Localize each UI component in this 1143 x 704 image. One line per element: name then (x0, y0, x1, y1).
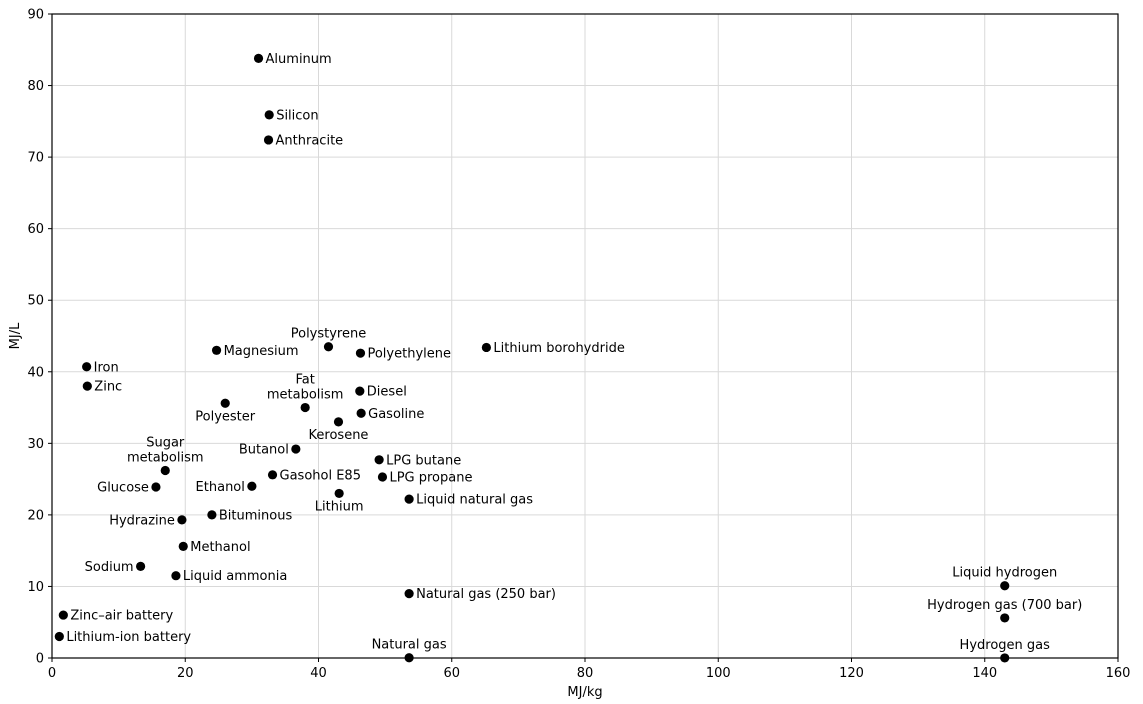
point-label: Lithium (315, 499, 364, 514)
data-point (211, 345, 222, 355)
data-point (291, 444, 301, 454)
data-point (404, 494, 414, 504)
data-point (334, 488, 344, 499)
point-label: Hydrazine (109, 513, 175, 528)
data-point (267, 470, 278, 480)
point-label: Liquid ammonia (183, 569, 287, 584)
y-tick-label: 40 (27, 365, 44, 380)
data-point (207, 510, 217, 520)
data-point (160, 465, 170, 476)
x-tick-label: 20 (177, 666, 194, 681)
data-point (178, 541, 188, 551)
y-tick-label: 20 (27, 508, 44, 523)
data-point (54, 631, 64, 642)
data-point (82, 381, 92, 391)
data-point (247, 481, 257, 491)
y-tick-label: 60 (27, 222, 44, 237)
point-label: Sugar metabolism (127, 436, 204, 466)
point-label: Sodium (85, 560, 134, 575)
data-points: AluminumSiliconAnthracitePolystyrenePoly… (54, 52, 1082, 663)
data-point (171, 571, 181, 581)
x-axis-label: MJ/kg (567, 685, 602, 700)
data-point (356, 408, 366, 418)
x-tick-label: 120 (839, 666, 864, 681)
point-label: Polystyrene (291, 327, 367, 342)
point-label: Bituminous (219, 508, 293, 523)
data-point (355, 348, 366, 358)
data-point (220, 398, 230, 408)
point-label: LPG butane (386, 453, 461, 468)
data-point (82, 362, 92, 372)
point-label: Polyester (195, 409, 256, 424)
point-label: Lithium-ion battery (66, 630, 191, 645)
y-tick-label: 80 (27, 79, 44, 94)
y-tick-label: 30 (27, 437, 44, 452)
data-point (355, 386, 365, 396)
x-tick-label: 40 (310, 666, 327, 681)
data-point (136, 561, 146, 572)
data-point (300, 402, 310, 413)
data-point (377, 472, 388, 482)
y-tick-label: 50 (27, 294, 44, 309)
point-label: Liquid hydrogen (952, 566, 1057, 581)
y-tick-label: 10 (27, 580, 44, 595)
data-point (263, 135, 274, 145)
data-point (253, 53, 264, 63)
x-tick-label: 60 (443, 666, 460, 681)
point-label: Gasoline (368, 407, 424, 422)
x-tick-label: 80 (577, 666, 594, 681)
data-point (264, 110, 274, 120)
data-point (1000, 613, 1010, 623)
data-point (151, 482, 161, 492)
point-label: Glucose (97, 480, 149, 495)
point-label: Aluminum (266, 52, 332, 67)
point-label: Magnesium (224, 344, 299, 359)
point-label: Silicon (276, 108, 318, 123)
point-label: LPG propane (389, 470, 472, 485)
point-label: Hydrogen gas (700 bar) (927, 598, 1082, 613)
y-axis-label: MJ/L (8, 322, 23, 349)
point-label: Methanol (190, 540, 250, 555)
data-point (481, 342, 491, 353)
y-tick-label: 70 (27, 151, 44, 166)
point-label: Zinc–air battery (70, 609, 173, 624)
data-point (404, 589, 414, 599)
point-label: Hydrogen gas (960, 638, 1051, 653)
point-label: Anthracite (276, 133, 344, 148)
data-point (1000, 581, 1010, 591)
data-point (374, 455, 384, 465)
point-label: Natural gas (372, 638, 447, 653)
axis-ticks: 0 20 40 60 80 100 120 140 160 0 10 20 30 40 50 60 70 80 90 (27, 8, 1130, 682)
x-tick-label: 100 (706, 666, 731, 681)
point-label: Lithium borohydride (493, 341, 624, 356)
data-point (333, 417, 344, 427)
x-tick-label: 160 (1106, 666, 1131, 681)
point-label: Liquid natural gas (416, 493, 533, 508)
x-tick-label: 140 (972, 666, 997, 681)
point-label: Diesel (367, 385, 407, 400)
gridlines (51, 13, 1119, 659)
data-point (58, 610, 68, 620)
y-tick-label: 90 (27, 8, 44, 23)
x-tick-label: 0 (48, 666, 56, 681)
point-label: Ethanol (196, 480, 245, 495)
point-label: Zinc (94, 380, 122, 395)
point-label: Fat metabolism (267, 373, 344, 403)
data-point (323, 342, 334, 352)
point-label: Gasohol E85 (280, 468, 361, 483)
y-tick-label: 0 (36, 652, 44, 667)
point-label: Natural gas (250 bar) (416, 587, 556, 602)
point-label: Kerosene (309, 428, 369, 443)
point-label: Butanol (239, 443, 289, 458)
data-point (177, 515, 187, 525)
point-label: Polyethylene (367, 347, 451, 362)
point-label: Iron (94, 360, 119, 375)
